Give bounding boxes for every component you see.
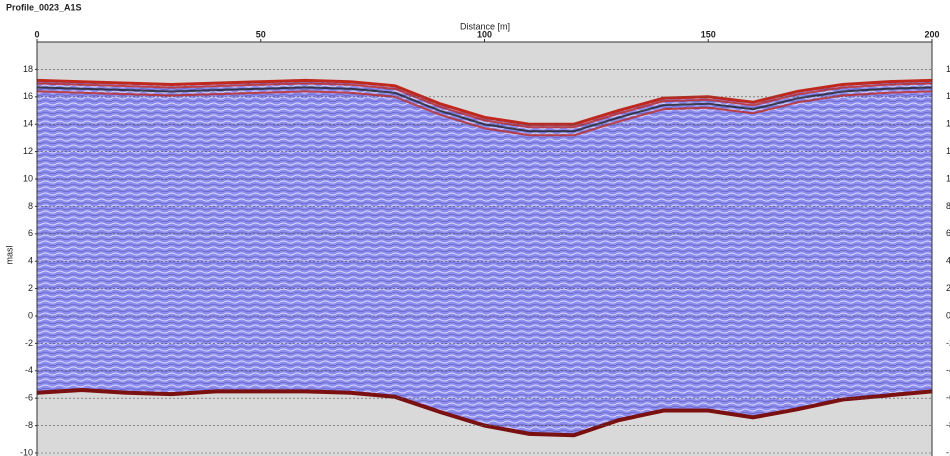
- x-tick-label: 200: [924, 29, 939, 39]
- y-tick-label: 18: [23, 64, 33, 74]
- y-tick-label: -6: [25, 393, 33, 403]
- y-tick-label-right: -10: [946, 447, 950, 456]
- y-tick-label: 0: [28, 310, 33, 320]
- y-tick-label-right: -2: [946, 338, 950, 348]
- y-tick-label-right: 14: [946, 119, 950, 129]
- y-tick-label: 14: [23, 119, 33, 129]
- y-tick-label-right: 16: [946, 91, 950, 101]
- y-tick-label: 16: [23, 91, 33, 101]
- y-tick-label-right: -8: [946, 420, 950, 430]
- y-tick-label-right: 10: [946, 173, 950, 183]
- y-tick-label: 10: [23, 173, 33, 183]
- y-tick-label: 12: [23, 146, 33, 156]
- x-tick-label: 50: [256, 29, 266, 39]
- y-tick-label-right: 8: [946, 201, 950, 211]
- y-tick-label: -8: [25, 420, 33, 430]
- y-tick-label: 2: [28, 283, 33, 293]
- y-tick-label: 6: [28, 228, 33, 238]
- y-tick-label-right: 0: [946, 310, 950, 320]
- x-tick-label: 150: [701, 29, 716, 39]
- y-tick-label-right: 18: [946, 64, 950, 74]
- y-tick-label: -10: [20, 447, 33, 456]
- y-tick-label-right: 12: [946, 146, 950, 156]
- y-tick-label: 4: [28, 256, 33, 266]
- y-tick-label: -2: [25, 338, 33, 348]
- y-tick-label-right: -6: [946, 393, 950, 403]
- radargram-fill: [37, 80, 932, 435]
- y-tick-label-right: 6: [946, 228, 950, 238]
- y-tick-label-right: 4: [946, 256, 950, 266]
- chart: Profile_0023_A1S Distance [m] masl -10-1…: [0, 0, 950, 456]
- x-tick-label: 0: [34, 29, 39, 39]
- chart-title: Profile_0023_A1S: [6, 2, 82, 12]
- y-tick-label: 8: [28, 201, 33, 211]
- y-tick-label-right: 2: [946, 283, 950, 293]
- y-tick-label-right: -4: [946, 365, 950, 375]
- y-tick-label: -4: [25, 365, 33, 375]
- y-axis-label: masl: [4, 245, 14, 264]
- x-tick-label: 100: [477, 29, 492, 39]
